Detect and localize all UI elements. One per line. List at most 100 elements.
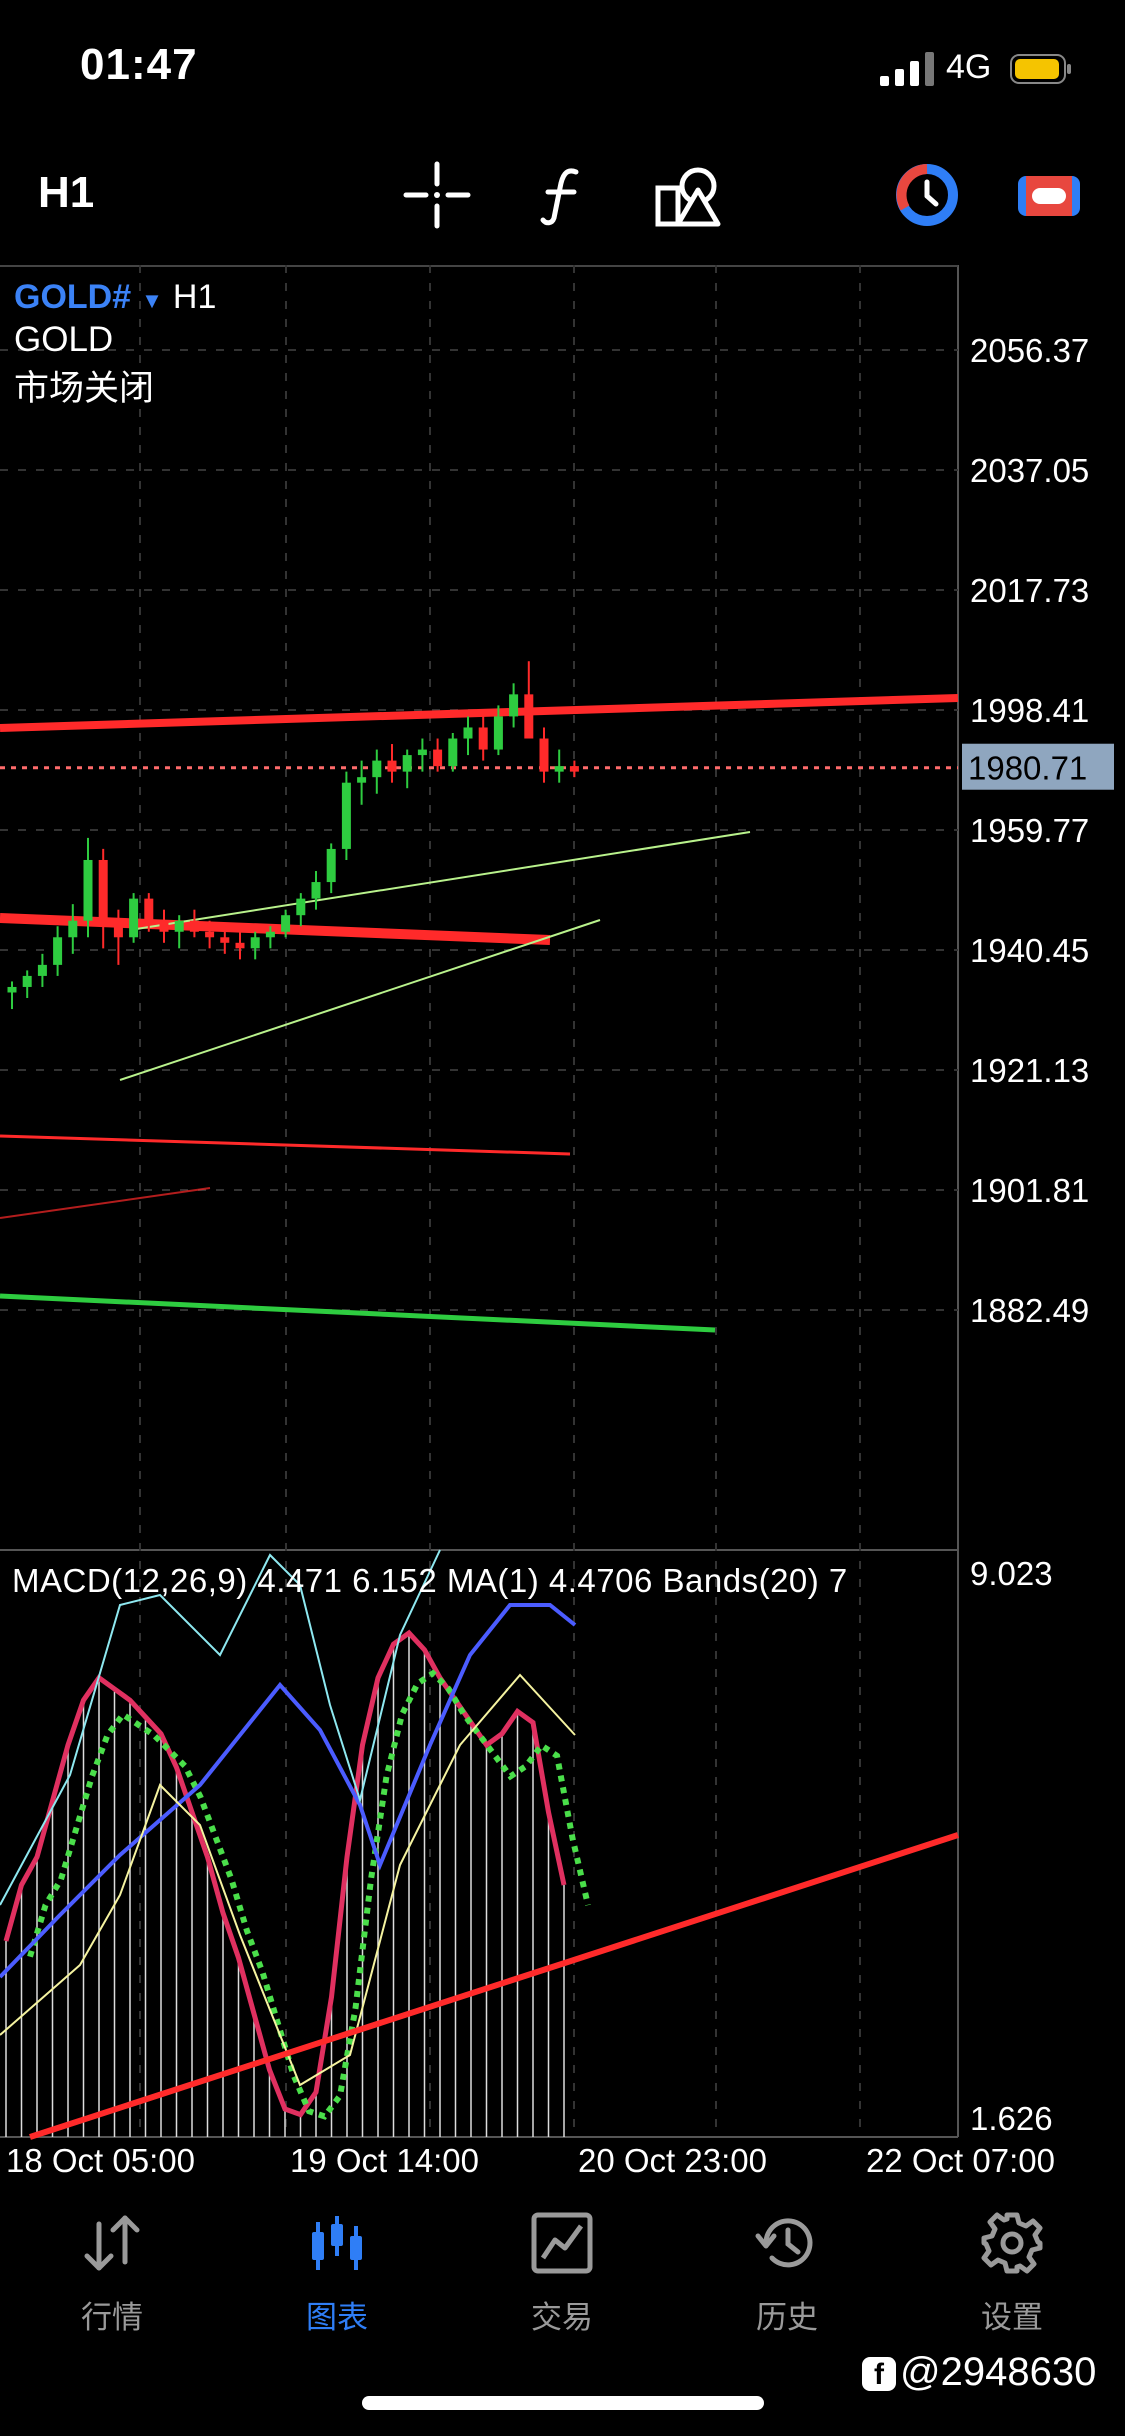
price-tick-label: 1882.49 <box>970 1292 1089 1329</box>
bands-line-yellow <box>0 1673 576 2087</box>
current-price-label: 1980.71 <box>968 750 1087 787</box>
candle-body <box>387 760 397 772</box>
candle-body <box>448 738 458 767</box>
lower-red-line <box>0 1134 571 1156</box>
candle-body <box>129 898 139 938</box>
candle-body <box>357 777 367 783</box>
candle-body <box>98 859 108 927</box>
home-indicator[interactable] <box>362 2396 764 2410</box>
tab-quotes[interactable]: 行情 <box>37 2210 187 2337</box>
candle-body <box>250 937 260 949</box>
history-icon <box>755 2218 813 2268</box>
candle-body <box>220 937 230 943</box>
red-trend-line <box>0 1187 211 1219</box>
price-tick-label: 1901.81 <box>970 1172 1089 1209</box>
macd-tick-label: 1.626 <box>970 2100 1053 2137</box>
tab-trade-label: 交易 <box>531 2300 593 2335</box>
resistance-line <box>0 694 959 732</box>
candle-body <box>509 694 519 717</box>
chart-timeframe-label: H1 <box>172 278 217 316</box>
macd-signal-line <box>27 1669 591 2120</box>
candle-body <box>189 920 199 932</box>
symbol-label[interactable]: GOLD# <box>14 278 132 316</box>
quotes-icon <box>84 2215 140 2271</box>
time-tick-label: 22 Oct 07:00 <box>866 2142 1055 2179</box>
green-trend-line <box>0 1293 716 1333</box>
crosshair-icon[interactable] <box>402 160 472 230</box>
timeframe-button[interactable]: H1 <box>38 168 95 217</box>
candle-body <box>205 931 215 938</box>
candle-body <box>341 782 351 849</box>
candle-body <box>235 942 245 949</box>
price-tick-label: 2056.37 <box>970 332 1089 369</box>
candle-body <box>554 766 564 772</box>
candle-body <box>159 920 169 932</box>
symbol-selector[interactable]: GOLD# ▼ H1 <box>14 278 216 317</box>
candle-body <box>326 848 336 883</box>
objects-icon[interactable] <box>652 160 722 230</box>
time-tick-label: 19 Oct 14:00 <box>290 2142 479 2179</box>
candle-body <box>539 738 549 772</box>
candle-body <box>433 749 443 767</box>
signal-icon <box>880 52 934 86</box>
facebook-icon: f <box>862 2357 896 2392</box>
settings-icon <box>981 2212 1043 2274</box>
network-type: 4G <box>946 48 992 86</box>
time-tick-label: 20 Oct 23:00 <box>578 2142 767 2179</box>
price-tick-label: 2017.73 <box>970 572 1089 609</box>
candle-body <box>113 926 123 938</box>
tab-chart-label: 图表 <box>306 2300 368 2335</box>
chart-icon <box>312 2216 362 2270</box>
candle-body <box>68 920 78 938</box>
price-chart[interactable]: 2056.37 2037.05 2017.73 1998.41 1959.77 1940.… <box>0 265 1125 2185</box>
tab-quotes-label: 行情 <box>81 2300 143 2335</box>
tab-trade[interactable]: 交易 <box>487 2210 637 2337</box>
macd-indicator-label: MACD(12,26,9) 4.471 6.152 MA(1) 4.4706 B… <box>12 1562 848 1599</box>
candle-body <box>144 898 154 921</box>
candle-body <box>265 931 275 938</box>
candle-body <box>37 964 47 976</box>
support-line-red <box>0 913 551 945</box>
channel-line-upper <box>129 831 751 931</box>
candle-body <box>22 975 32 987</box>
channel-line-lower <box>119 919 601 1081</box>
price-tick-label: 1998.41 <box>970 692 1089 729</box>
watermark: f @2948630 <box>862 2350 1096 2395</box>
bands-middle-line <box>0 1603 577 1979</box>
macd-tick-label: 9.023 <box>970 1555 1053 1592</box>
bands-upper-line <box>0 1549 441 1906</box>
tab-settings[interactable]: 设置 <box>937 2210 1087 2337</box>
indicators-icon[interactable] <box>528 160 598 230</box>
candle-body <box>417 749 427 756</box>
battery-icon <box>1010 54 1071 84</box>
watermark-text: @2948630 <box>900 2350 1097 2394</box>
current-price-tag <box>962 743 1114 790</box>
price-tick-label: 1921.13 <box>970 1052 1089 1089</box>
trading-icon[interactable] <box>1014 160 1084 230</box>
account-icon[interactable] <box>892 160 962 230</box>
candle-body <box>372 760 382 778</box>
candle-body <box>569 766 579 772</box>
symbol-name: GOLD <box>14 320 114 359</box>
candle-body <box>478 727 488 750</box>
trade-icon <box>531 2212 593 2274</box>
candle-body <box>524 694 534 739</box>
tab-history[interactable]: 历史 <box>712 2210 862 2337</box>
dropdown-triangle-icon[interactable]: ▼ <box>141 288 163 313</box>
candle-body <box>53 937 63 965</box>
price-tick-label: 1940.45 <box>970 932 1089 969</box>
candle-body <box>402 755 412 772</box>
tab-settings-label: 设置 <box>981 2300 1043 2335</box>
price-tick-label: 1959.77 <box>970 812 1089 849</box>
market-status: 市场关闭 <box>14 369 155 408</box>
tab-history-label: 历史 <box>756 2300 818 2335</box>
candle-body <box>311 882 321 899</box>
candle-body <box>174 920 184 932</box>
macd-trend-line <box>29 1832 959 2140</box>
candle-body <box>83 859 93 921</box>
status-time: 01:47 <box>80 40 198 89</box>
candle-body <box>281 915 291 932</box>
tab-chart[interactable]: 图表 <box>262 2210 412 2337</box>
price-tick-label: 2037.05 <box>970 452 1089 489</box>
candle-body <box>296 898 306 916</box>
